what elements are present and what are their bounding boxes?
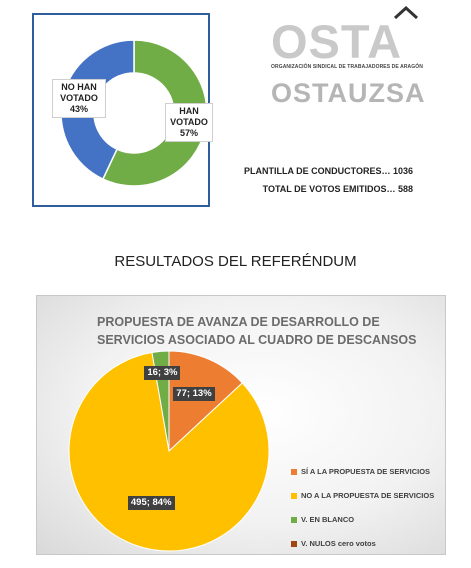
pie-data-label: 16; 3% [144, 366, 181, 381]
osta-logo: OSTA ORGANIZACIÓN SINDICAL DE TRABAJADOR… [271, 6, 423, 70]
legend-swatch [291, 517, 297, 523]
donut-slice-no-han-votado [60, 39, 135, 181]
legend-swatch [291, 493, 297, 499]
donut-label-line: VOTADO [170, 117, 208, 127]
osta-logo-subtitle: ORGANIZACIÓN SINDICAL DE TRABAJADORES DE… [271, 64, 423, 70]
osta-logo-wordmark: OSTA [271, 15, 403, 68]
donut-label-line: VOTADO [60, 93, 98, 103]
chart-title: PROPUESTA DE AVANZA DE DESARROLLO DE SER… [97, 315, 417, 347]
pie-data-label: 495; 84% [127, 496, 175, 511]
legend-swatch [291, 541, 297, 547]
votes-count: TOTAL DE VOTOS EMITIDOS… 588 [262, 184, 413, 194]
ostauzsa-logo: OSTAUZSA [271, 78, 426, 108]
legend-label: V. NULOS cero votos [301, 539, 376, 548]
donut-slice-han-votado [101, 39, 208, 187]
donut-label-line: HAN [179, 106, 199, 116]
results-heading: RESULTADOS DEL REFERÉNDUM [114, 253, 357, 270]
logo-accent-icon [393, 6, 419, 20]
donut-label-han-votado: HAN VOTADO 57% [165, 103, 213, 142]
participation-chart-panel: NO HAN VOTADO 43% HAN VOTADO 57% [32, 13, 213, 207]
legend-swatch [291, 469, 297, 475]
donut-label-line: 43% [69, 104, 88, 114]
legend-label: SÍ A LA PROPUESTA DE SERVICIOS [301, 467, 431, 476]
donut-label-line: 57% [179, 128, 198, 138]
legend-label: V. EN BLANCO [301, 515, 355, 524]
referendum-pie-chart-panel: PROPUESTA DE AVANZA DE DESARROLLO DE SER… [36, 295, 446, 555]
donut-label-line: NO HAN [61, 82, 97, 92]
drivers-count: PLANTILLA DE CONDUCTORES… 1036 [243, 166, 413, 176]
legend-label: NO A LA PROPUESTA DE SERVICIOS [301, 491, 435, 500]
donut-label-no-han-votado: NO HAN VOTADO 43% [52, 79, 106, 118]
pie-slice-2 [68, 351, 270, 552]
pie-data-label: 77; 13% [173, 387, 215, 402]
participation-donut [60, 39, 208, 187]
